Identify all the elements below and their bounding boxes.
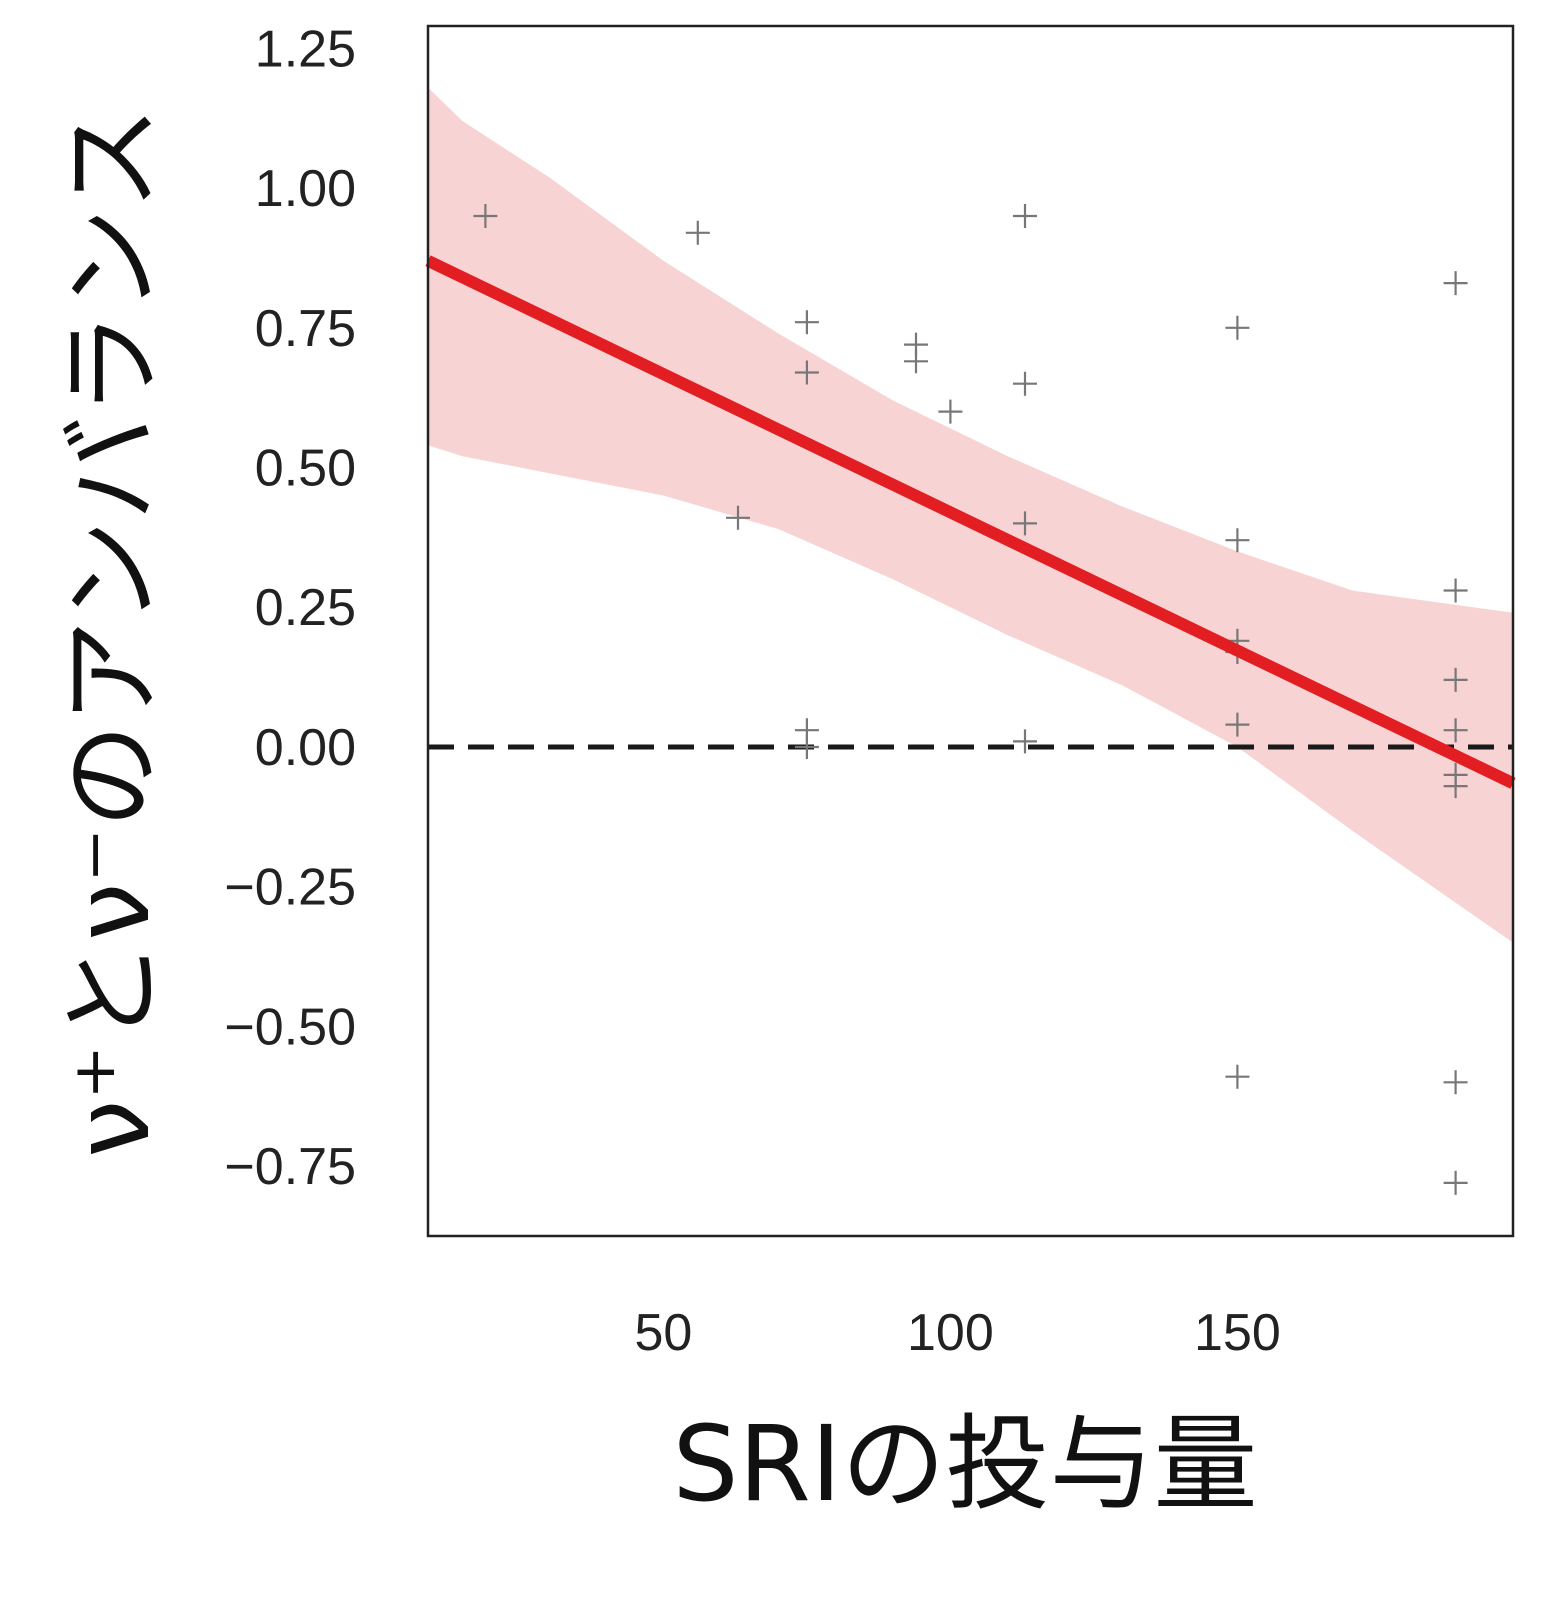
plot-frame <box>426 24 1515 1238</box>
data-point <box>1443 774 1468 799</box>
data-point <box>1443 1070 1468 1095</box>
data-point <box>1013 729 1037 754</box>
y-tick-label: 0.50 <box>255 440 356 498</box>
x-tick-label: 50 <box>634 1304 692 1362</box>
data-point <box>1225 1064 1250 1089</box>
y-tick-label: 0.00 <box>255 719 356 777</box>
data-point <box>726 505 750 530</box>
x-axis-title: SRIの投与量 <box>673 1403 1258 1525</box>
x-tick-label: 100 <box>907 1304 994 1362</box>
y-tick-labels: 1.25 1.00 0.75 0.50 0.25 0.00 −0.25 −0.50 −0.75 <box>224 20 356 1196</box>
regression-line-layer <box>425 255 1516 789</box>
data-point <box>1013 511 1037 536</box>
data-point <box>1443 718 1468 743</box>
x-tick-label: 150 <box>1194 1304 1281 1362</box>
data-point <box>685 220 710 245</box>
data-point <box>1013 371 1037 396</box>
data-point <box>904 349 928 374</box>
y-tick-label: −0.25 <box>224 859 356 917</box>
y-tick-label: 1.25 <box>255 20 356 78</box>
confidence-band <box>428 87 1513 943</box>
data-point <box>1225 712 1250 737</box>
data-point <box>1225 528 1250 553</box>
data-point <box>1443 667 1468 692</box>
y-tick-label: 0.25 <box>255 579 356 637</box>
data-point <box>938 399 963 424</box>
y-tick-label: −0.75 <box>224 1138 356 1196</box>
data-point <box>1013 204 1037 228</box>
y-tick-label: 0.75 <box>255 300 356 358</box>
data-point <box>1443 578 1468 603</box>
data-point <box>1225 315 1250 340</box>
y-tick-label: −0.50 <box>224 998 356 1056</box>
data-point <box>473 204 498 228</box>
confidence-band-layer <box>428 87 1513 943</box>
data-point <box>1443 1170 1468 1195</box>
regression-line <box>425 255 1516 789</box>
data-point <box>1443 271 1468 296</box>
x-tick-labels: 50 100 150 <box>634 1304 1280 1362</box>
data-point <box>794 310 819 335</box>
data-point <box>794 360 819 385</box>
data-point <box>794 735 819 759</box>
y-axis-title: ν⁺とν⁻のアンバランス <box>51 106 173 1158</box>
y-tick-label: 1.00 <box>255 160 356 218</box>
